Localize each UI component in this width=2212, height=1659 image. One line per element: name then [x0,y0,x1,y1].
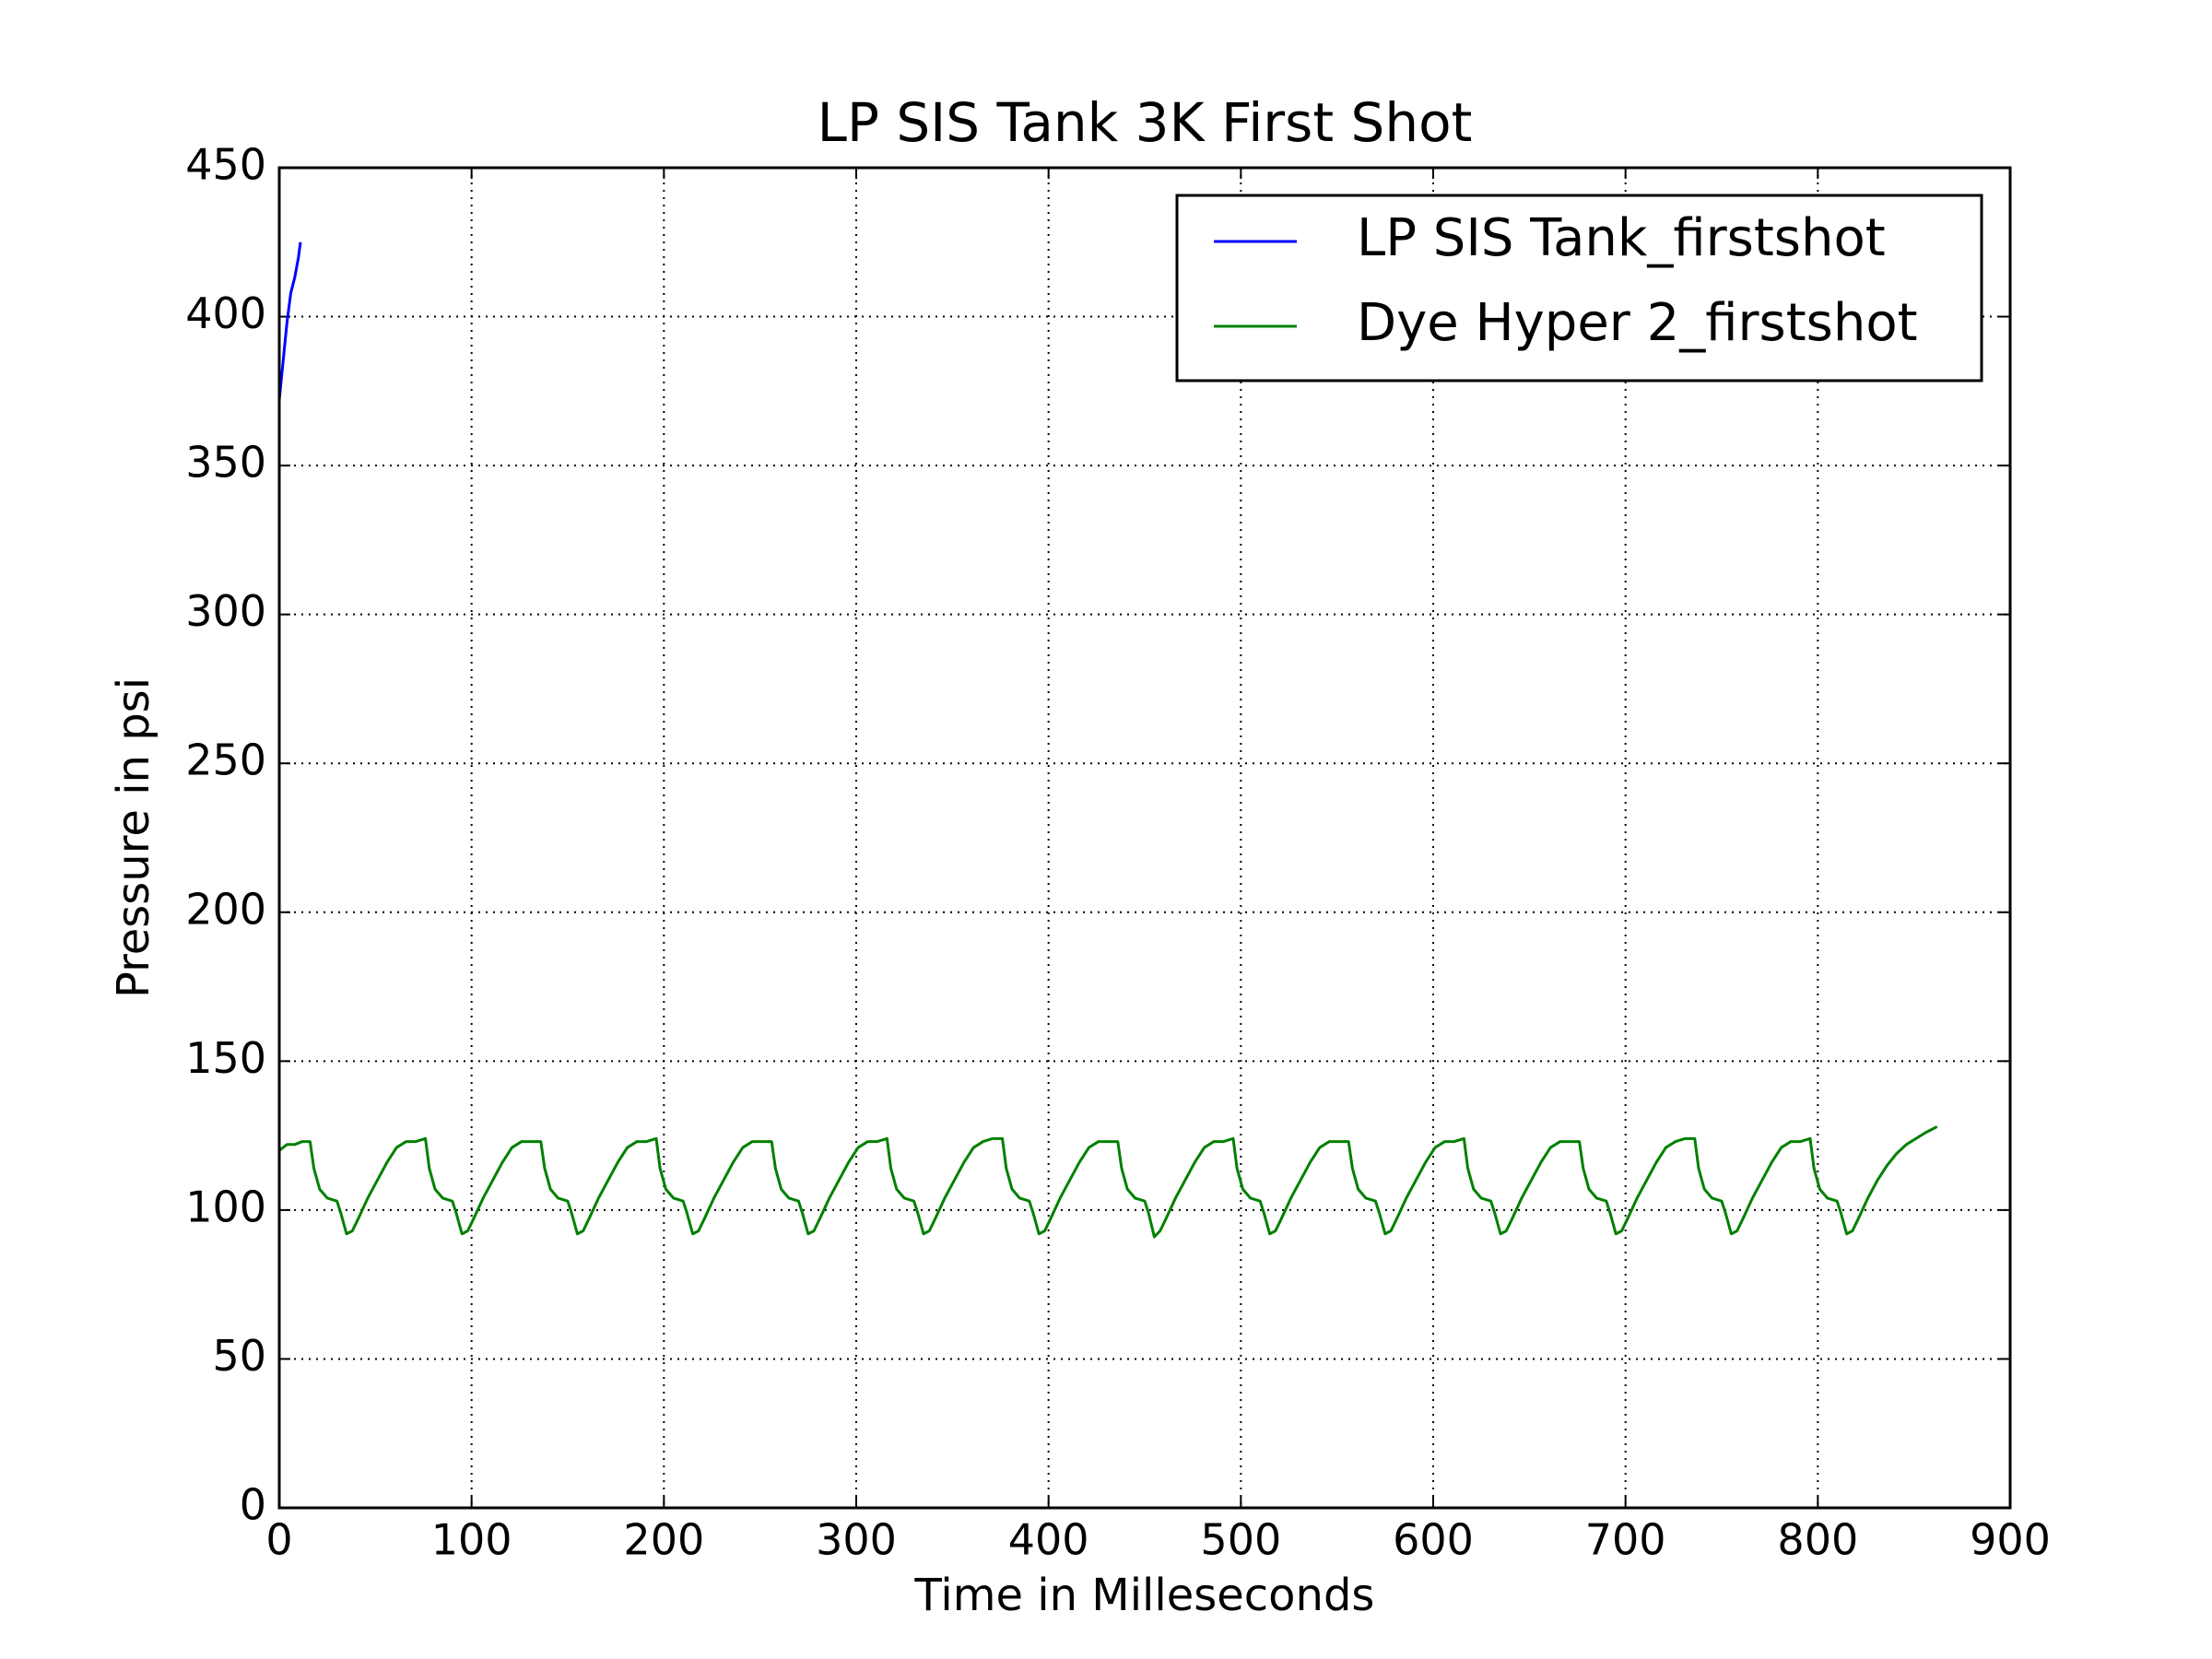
plot-frame [277,166,2012,1510]
x-tick-label: 200 [623,1515,704,1565]
y-tick-label: 450 [185,140,266,190]
chart-title: LP SIS Tank 3K First Shot [818,91,1473,154]
x-tick-label: 300 [816,1515,897,1565]
y-tick-label: 100 [185,1182,266,1231]
y-tick-label: 350 [185,438,266,488]
x-tick-label: 900 [1970,1515,2051,1565]
x-axis-label: Time in Milleseconds [914,1570,1375,1621]
y-axis-label: Pressure in psi [108,677,159,998]
legend-box [1175,194,1983,382]
x-tick-label: 100 [431,1515,512,1565]
y-tick-label: 200 [185,884,266,934]
x-tick-label: 600 [1393,1515,1474,1565]
x-tick-label: 700 [1585,1515,1666,1565]
legend-label: LP SIS Tank_firstshot [1357,208,1886,268]
y-tick-label: 0 [240,1480,266,1530]
y-tick-label: 300 [185,586,266,636]
series-line [277,241,302,401]
x-tick-label: 500 [1200,1515,1281,1565]
legend-label: Dye Hyper 2_firstshot [1357,293,1918,353]
y-tick-label: 50 [212,1331,266,1381]
x-tick-label: 400 [1008,1515,1089,1565]
y-tick-label: 150 [185,1033,266,1083]
y-tick-label: 400 [185,288,266,338]
series-line [278,1125,1938,1239]
y-tick-label: 250 [185,735,266,785]
x-tick-label: 0 [265,1515,292,1565]
x-tick-label: 800 [1777,1515,1858,1565]
